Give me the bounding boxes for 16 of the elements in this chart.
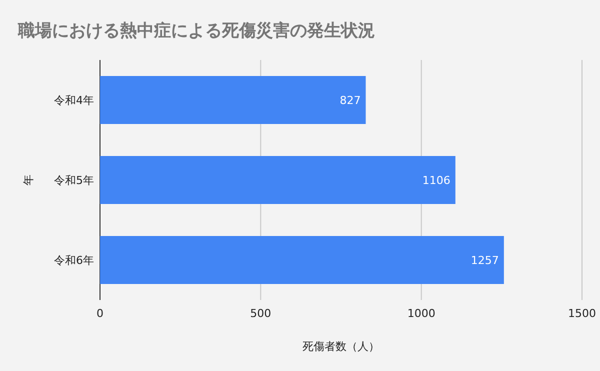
bar: [100, 76, 366, 124]
x-tick-label: 1000: [407, 307, 436, 320]
data-label: 1257: [470, 254, 499, 267]
x-tick-label: 1500: [568, 307, 596, 320]
y-tick-label: 令和4年: [54, 94, 94, 107]
x-tick-label: 0: [96, 307, 104, 320]
data-label: 827: [340, 94, 361, 107]
x-tick-label: 500: [250, 307, 272, 320]
chart-title: 職場における熱中症による死傷災害の発生状況: [17, 21, 375, 41]
y-tick-label: 令和5年: [54, 174, 94, 187]
data-label: 1106: [422, 174, 450, 187]
y-axis-title: 年: [22, 174, 35, 186]
bar: [100, 236, 504, 284]
bar: [100, 156, 456, 204]
x-axis-title: 死傷者数（人）: [302, 340, 380, 353]
y-tick-label: 令和6年: [54, 254, 94, 267]
